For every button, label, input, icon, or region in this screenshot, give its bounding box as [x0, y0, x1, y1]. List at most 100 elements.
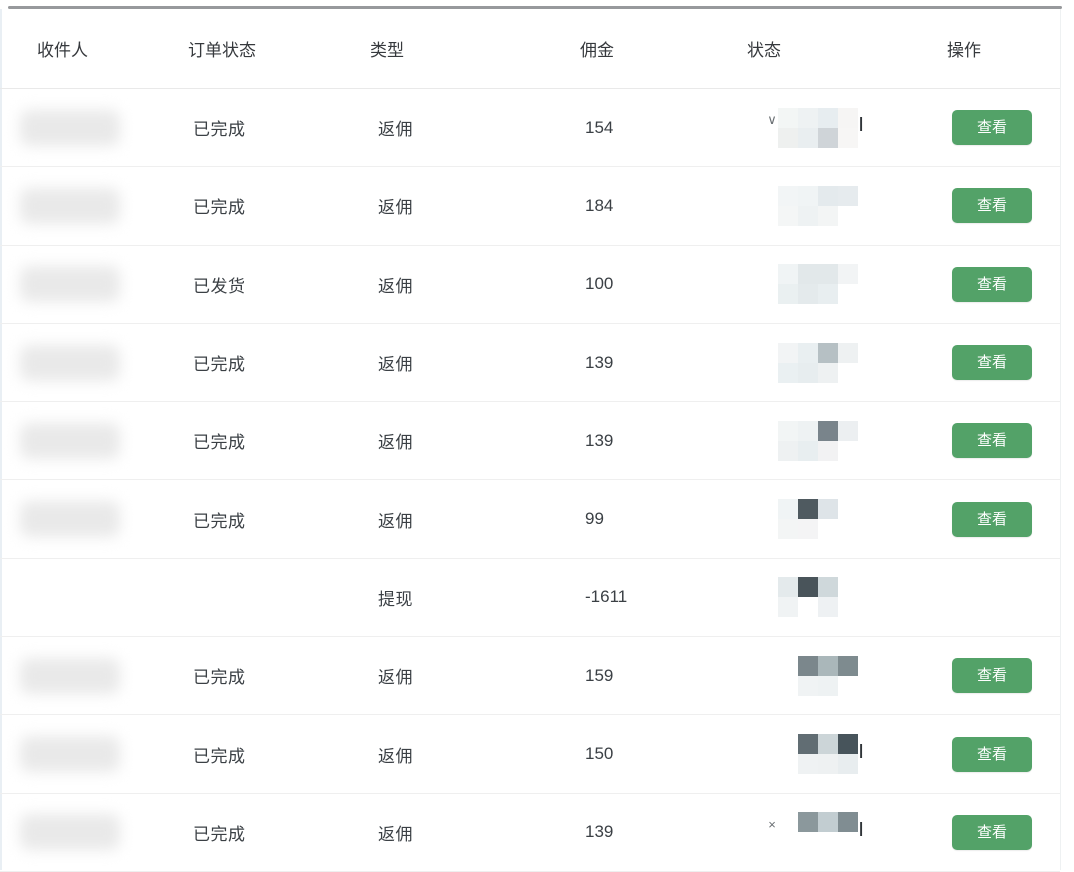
- status-censored-area: [766, 420, 935, 461]
- mosaic-block: [778, 284, 798, 305]
- table-row: 已完成 返佣 99 查看: [0, 480, 1060, 559]
- order-status-cell: 已完成: [160, 428, 350, 453]
- view-button[interactable]: 查看: [952, 736, 1032, 772]
- type-value: 返佣: [378, 198, 413, 218]
- mosaic-block: [818, 205, 838, 226]
- mosaic-block: [798, 420, 818, 441]
- mosaic-block: [838, 185, 858, 206]
- recipient-blurred-text: [20, 344, 120, 381]
- type-value: 返佣: [378, 120, 413, 140]
- commission-cell: 100: [555, 274, 730, 294]
- mosaic-block: [798, 342, 818, 363]
- mosaic-block: [838, 264, 858, 285]
- status-censored-area: [766, 342, 935, 383]
- mosaic-block: [778, 675, 798, 696]
- mosaic-block: [838, 127, 858, 148]
- table-row: 已完成 返佣 150 | 查看: [0, 715, 1060, 794]
- mosaic-block: [798, 577, 818, 598]
- commission-value: 150: [585, 744, 614, 764]
- mosaic-block: [778, 832, 798, 853]
- view-button[interactable]: 查看: [952, 423, 1032, 459]
- view-button[interactable]: 查看: [952, 188, 1032, 224]
- mosaic-block: [798, 284, 818, 305]
- status-censored-area: [766, 499, 935, 540]
- action-cell: 查看: [935, 658, 1060, 694]
- mosaic-block: [778, 754, 798, 775]
- mosaic-block: [778, 342, 798, 363]
- status-censored-area: [766, 577, 935, 618]
- mosaic-block: [798, 185, 818, 206]
- type-value: 返佣: [378, 276, 413, 296]
- type-value: 返佣: [378, 355, 413, 375]
- mosaic-block: [818, 734, 838, 755]
- view-button[interactable]: 查看: [952, 266, 1032, 302]
- mosaic-block: [818, 185, 838, 206]
- mosaic-block: [838, 655, 858, 676]
- type-cell: 返佣: [350, 507, 555, 532]
- status-pixelated-mosaic: [778, 420, 858, 461]
- mosaic-block: [778, 577, 798, 598]
- mosaic-block: [838, 499, 858, 520]
- mosaic-block: [778, 205, 798, 226]
- status-cell: [730, 420, 935, 461]
- commission-value: 159: [585, 665, 614, 685]
- status-pixelated-mosaic: [778, 812, 858, 853]
- view-button[interactable]: 查看: [952, 501, 1032, 537]
- commission-cell: 139: [555, 431, 730, 451]
- commission-value: 154: [585, 117, 614, 137]
- status-censored-area: ∨ |: [766, 107, 935, 148]
- mosaic-block: [838, 342, 858, 363]
- mosaic-block: [838, 440, 858, 461]
- recipient-blurred-text: [20, 109, 120, 146]
- action-cell: 查看: [935, 580, 1060, 615]
- recipient-cell: [0, 344, 160, 381]
- mosaic-block: [778, 264, 798, 285]
- table-row: 已完成 返佣 139 查看: [0, 402, 1060, 481]
- type-cell: 返佣: [350, 742, 555, 767]
- status-cell: [730, 577, 935, 618]
- action-cell: 查看: [935, 501, 1060, 537]
- recipient-cell: [0, 109, 160, 146]
- mosaic-block: [818, 597, 838, 618]
- order-status-value: 已完成: [193, 746, 246, 766]
- mosaic-block: [778, 734, 798, 755]
- mosaic-block: [798, 832, 818, 853]
- commission-cell: 139: [555, 353, 730, 373]
- mosaic-block: [818, 420, 838, 441]
- mosaic-block: [798, 362, 818, 383]
- order-status-value: 已完成: [193, 668, 246, 688]
- censor-remnant-right: |: [859, 741, 864, 759]
- mosaic-block: [818, 499, 838, 520]
- mosaic-block: [778, 185, 798, 206]
- view-button[interactable]: 查看: [952, 814, 1032, 850]
- recipient-blurred-text: [20, 501, 120, 538]
- top-border-line: [8, 6, 1062, 9]
- mosaic-block: [778, 127, 798, 148]
- status-cell: ∨ |: [730, 107, 935, 148]
- mosaic-block: [778, 107, 798, 128]
- type-value: 返佣: [378, 746, 413, 766]
- action-cell: 查看: [935, 423, 1060, 459]
- action-cell: 查看: [935, 188, 1060, 224]
- action-cell: 查看: [935, 266, 1060, 302]
- type-value: 返佣: [378, 433, 413, 453]
- commission-value: -1611: [585, 587, 628, 607]
- view-button[interactable]: 查看: [952, 658, 1032, 694]
- censor-remnant-left: ∨: [767, 111, 777, 127]
- mosaic-block: [818, 754, 838, 775]
- mosaic-block: [838, 734, 858, 755]
- mosaic-block: [798, 655, 818, 676]
- view-button[interactable]: 查看: [952, 110, 1032, 146]
- view-button[interactable]: 查看: [952, 345, 1032, 381]
- mosaic-block: [818, 342, 838, 363]
- order-status-cell: 已完成: [160, 742, 350, 767]
- mosaic-block: [818, 832, 838, 853]
- censor-remnant-left: ×: [768, 816, 776, 832]
- order-status-value: 已完成: [193, 824, 246, 844]
- mosaic-block: [818, 127, 838, 148]
- recipient-blurred-text: [20, 266, 120, 303]
- status-pixelated-mosaic: [778, 499, 858, 540]
- mosaic-block: [798, 754, 818, 775]
- censor-remnant-right: |: [859, 819, 864, 837]
- status-cell: [730, 185, 935, 226]
